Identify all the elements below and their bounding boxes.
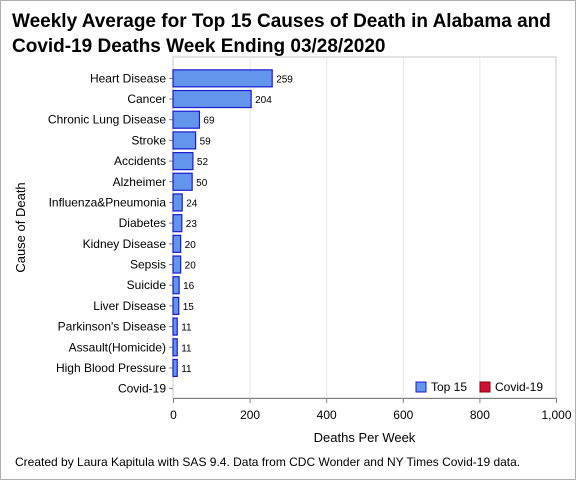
category-label: Alzheimer [113, 175, 166, 189]
x-tick-label: 400 [317, 408, 337, 422]
category-label: Suicide [127, 278, 167, 292]
bar-top-15 [172, 69, 273, 88]
category-label: Chronic Lung Disease [48, 113, 166, 127]
x-tick-label: 600 [393, 408, 413, 422]
category-label: Covid-19 [118, 382, 166, 396]
data-label: 11 [181, 364, 192, 375]
category-label: Heart Disease [90, 71, 166, 85]
bar-top-15 [172, 234, 182, 253]
legend-swatch [479, 381, 491, 393]
category-label: Parkinson's Disease [58, 320, 167, 334]
bar-top-15 [172, 172, 193, 191]
data-label: 69 [203, 116, 215, 127]
x-tick-label: 0 [170, 408, 177, 422]
category-label: Cancer [127, 92, 166, 106]
category-label: Stroke [131, 133, 166, 147]
bar-top-15 [172, 151, 194, 171]
category-label: Liver Disease [93, 299, 166, 313]
x-tick-label: 200 [240, 408, 260, 422]
data-label: 52 [197, 157, 209, 168]
footnote: Created by Laura Kapitula with SAS 9.4. … [15, 455, 521, 469]
legend-label: Top 15 [431, 380, 467, 394]
x-tick-label: 1,000 [541, 408, 571, 422]
bar-top-15 [172, 193, 183, 212]
category-label: Diabetes [119, 216, 166, 230]
bar-top-15 [172, 296, 180, 316]
category-label: Sepsis [130, 258, 166, 272]
category-label: Assault(Homicide) [69, 340, 166, 354]
data-label: 20 [185, 261, 197, 272]
y-axis-title: Cause of Death [13, 182, 28, 272]
data-label: 11 [181, 343, 192, 354]
data-label: 15 [183, 302, 195, 313]
category-label: Influenza&Pneumonia [49, 195, 167, 209]
bar-top-15 [172, 255, 182, 274]
data-label: 16 [183, 281, 195, 292]
data-label: 24 [186, 198, 198, 209]
legend-swatch [415, 381, 427, 393]
bar-top-15 [172, 89, 252, 109]
x-tick-label: 800 [470, 408, 490, 422]
data-label: 204 [255, 95, 272, 106]
plot-area [172, 56, 557, 399]
category-label: Accidents [114, 154, 166, 168]
category-label: High Blood Pressure [56, 361, 166, 375]
bar-top-15 [172, 110, 201, 129]
category-label: Kidney Disease [83, 237, 167, 251]
bar-top-15 [172, 338, 178, 357]
data-label: 20 [185, 240, 197, 251]
data-label: 11 [181, 323, 192, 334]
data-label: 59 [200, 136, 212, 147]
bar-top-15 [172, 131, 197, 150]
bar-top-15 [172, 358, 178, 378]
bar-top-15 [172, 317, 178, 336]
data-label: 50 [196, 178, 208, 189]
data-label: 23 [186, 219, 198, 230]
bar-top-15 [172, 214, 183, 233]
chart-title: Weekly Average for Top 15 Causes of Deat… [12, 11, 551, 57]
legend-label: Covid-19 [495, 380, 543, 394]
data-label: 259 [276, 74, 293, 85]
x-axis-title: Deaths Per Week [314, 430, 416, 445]
bar-top-15 [172, 276, 180, 295]
